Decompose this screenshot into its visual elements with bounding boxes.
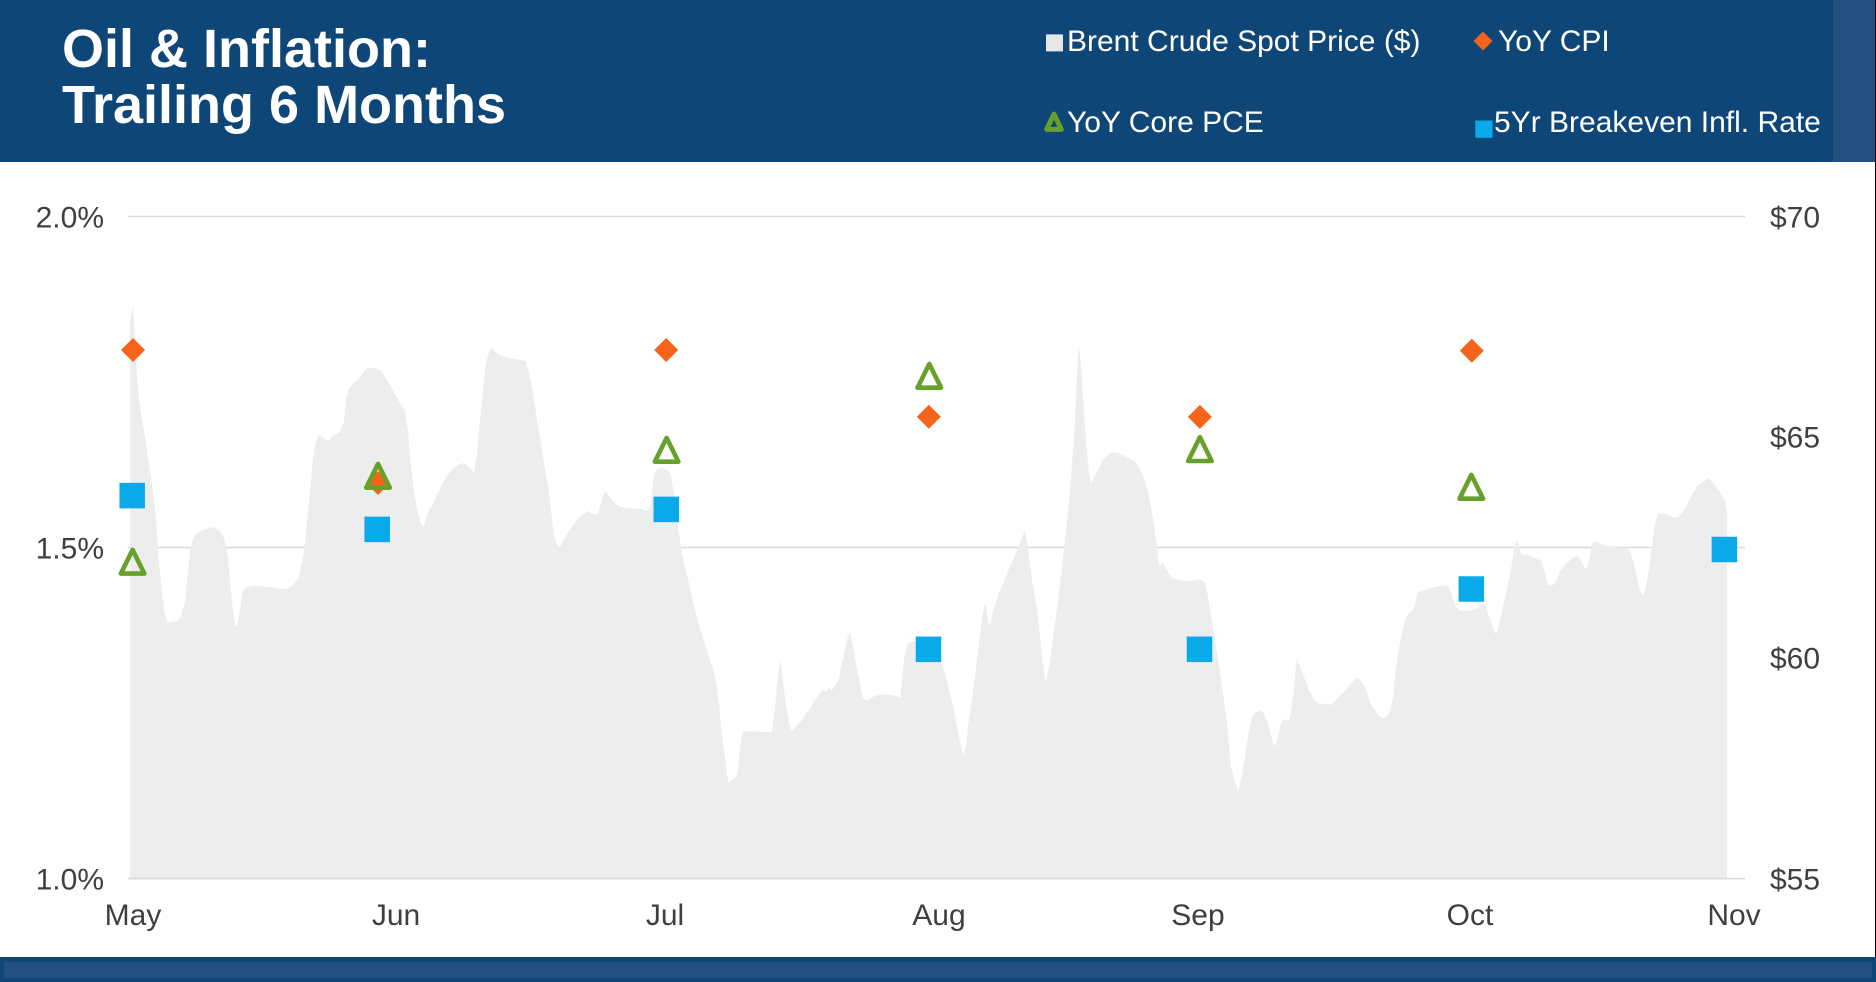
svg-text:$65: $65 [1770, 422, 1820, 455]
svg-text:Jun: Jun [372, 899, 420, 932]
svg-text:Nov: Nov [1707, 899, 1760, 932]
svg-text:Oct: Oct [1447, 899, 1494, 932]
svg-text:Sep: Sep [1171, 899, 1224, 932]
svg-text:2.0%: 2.0% [36, 202, 104, 235]
svg-text:$55: $55 [1770, 864, 1820, 897]
svg-text:May: May [105, 899, 162, 932]
svg-text:Brent Crude Spot Price ($): Brent Crude Spot Price ($) [1067, 25, 1420, 58]
svg-text:1.0%: 1.0% [36, 864, 104, 897]
svg-text:YoY Core PCE: YoY Core PCE [1067, 106, 1264, 139]
svg-text:1.5%: 1.5% [36, 533, 104, 566]
svg-text:YoY CPI: YoY CPI [1498, 25, 1610, 58]
svg-text:5Yr Breakeven Infl. Rate: 5Yr Breakeven Infl. Rate [1494, 106, 1821, 139]
svg-text:Aug: Aug [912, 899, 965, 932]
svg-text:Jul: Jul [646, 899, 684, 932]
svg-text:$70: $70 [1770, 202, 1820, 235]
svg-text:$60: $60 [1770, 643, 1820, 676]
